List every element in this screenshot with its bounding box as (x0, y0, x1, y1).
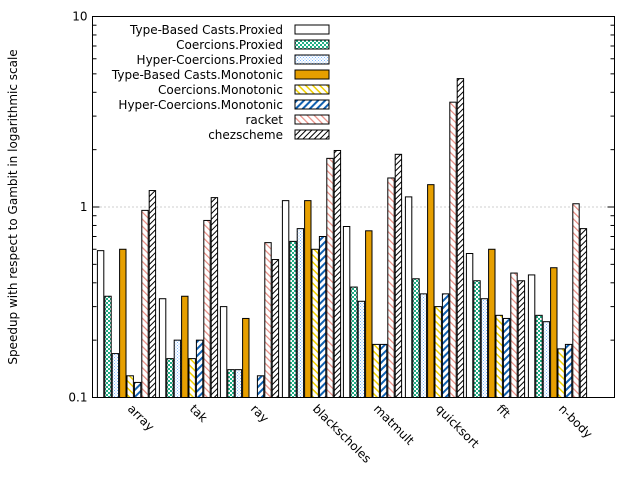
bar-tak-6 (203, 219, 211, 398)
bar-fft-5 (502, 317, 511, 399)
bar-n-body-5 (564, 343, 573, 398)
bar-blackscholes-4 (311, 248, 319, 398)
bar-tak-1 (166, 358, 174, 398)
bar-ray-6 (264, 242, 272, 398)
bar-array-6 (141, 209, 149, 398)
bar-ray-2 (234, 369, 243, 399)
legend-swatch (294, 69, 330, 80)
bar-tak-4 (188, 358, 196, 398)
bar-blackscholes-3 (304, 200, 312, 398)
bar-fft-2 (480, 298, 489, 398)
bar-matmult-5 (379, 343, 388, 398)
legend-label: Coercions.Proxied (176, 38, 283, 52)
bar-quicksort-1 (412, 278, 420, 398)
x-tick-label: matmult (371, 402, 417, 448)
legend-label: chezscheme (208, 128, 283, 142)
x-tick-label: tak (187, 402, 210, 425)
bar-array-4 (126, 375, 134, 399)
legend-swatch (294, 129, 330, 140)
bar-blackscholes-0 (281, 200, 290, 398)
legend: Type-Based Casts.ProxiedCoercions.Proxie… (111, 23, 330, 142)
bar-blackscholes-7 (333, 149, 342, 398)
x-tick-label: n-body (556, 402, 595, 441)
bar-tak-0 (158, 298, 167, 398)
x-tick-label: fft (494, 402, 513, 421)
bar-ray-7 (271, 259, 280, 398)
bar-matmult-1 (350, 286, 358, 398)
bar-matmult-7 (394, 153, 403, 398)
bar-quicksort-7 (456, 78, 465, 399)
bar-tak-3 (181, 295, 189, 398)
bar-ray-0 (219, 306, 228, 398)
bar-n-body-0 (527, 274, 536, 399)
bar-array-0 (96, 250, 105, 398)
y-tick-label: 0.1 (68, 391, 87, 405)
bar-matmult-6 (387, 177, 395, 398)
legend-label: Hyper-Coercions.Proxied (137, 53, 283, 67)
legend-swatch (294, 84, 330, 95)
x-tick-label: ray (248, 402, 272, 426)
bar-blackscholes-1 (289, 240, 297, 398)
bar-tak-7 (210, 197, 219, 398)
bar-fft-6 (510, 272, 518, 398)
bar-quicksort-0 (404, 196, 413, 398)
y-tick-label: 10 (72, 10, 87, 24)
legend-label: racket (246, 113, 284, 127)
legend-label: Type-Based Casts.Proxied (129, 23, 283, 37)
bar-fft-1 (473, 280, 481, 399)
bar-fft-3 (488, 248, 496, 398)
y-axis-title: Speedup with respect to Gambit in logari… (6, 49, 20, 364)
bar-matmult-2 (357, 300, 366, 398)
bar-n-body-7 (579, 228, 588, 398)
bar-ray-1 (227, 369, 235, 399)
bar-blackscholes-5 (318, 236, 327, 398)
legend-swatch (294, 99, 330, 110)
bar-blackscholes-6 (326, 157, 334, 398)
bar-quicksort-4 (434, 306, 442, 398)
legend-swatch (294, 54, 330, 65)
bar-quicksort-2 (419, 293, 428, 398)
bar-tak-5 (195, 339, 204, 398)
x-tick-label: blackscholes (310, 402, 374, 466)
y-tick-label: 1 (80, 200, 88, 214)
legend-swatch (294, 114, 330, 125)
bar-quicksort-6 (449, 101, 457, 399)
bar-n-body-3 (550, 267, 558, 398)
x-tick-label: array (125, 402, 157, 434)
legend-swatch (294, 24, 330, 35)
bar-fft-0 (465, 253, 474, 398)
bar-fft-4 (495, 314, 503, 398)
bar-quicksort-3 (427, 184, 435, 398)
bar-array-7 (148, 190, 157, 398)
bar-array-2 (111, 353, 120, 399)
bar-n-body-4 (557, 348, 565, 398)
bar-tak-2 (173, 339, 182, 398)
bar-matmult-0 (342, 226, 351, 398)
bar-array-3 (119, 248, 127, 398)
legend-label: Type-Based Casts.Monotonic (111, 68, 283, 82)
bar-matmult-3 (365, 230, 373, 398)
bar-matmult-4 (372, 343, 380, 398)
bar-quicksort-5 (441, 293, 450, 398)
legend-label: Coercions.Monotonic (158, 83, 283, 97)
legend-label: Hyper-Coercions.Monotonic (118, 98, 283, 112)
bar-n-body-1 (535, 314, 543, 398)
bar-blackscholes-2 (296, 228, 305, 398)
bar-n-body-6 (572, 203, 580, 398)
bar-fft-7 (517, 280, 526, 399)
x-tick-label: quicksort (433, 402, 482, 451)
bar-array-1 (104, 295, 112, 398)
legend-swatch (294, 39, 330, 50)
bar-array-5 (133, 381, 142, 399)
bar-n-body-2 (542, 321, 551, 398)
bar-ray-5 (256, 375, 265, 399)
bar-ray-3 (242, 317, 250, 399)
